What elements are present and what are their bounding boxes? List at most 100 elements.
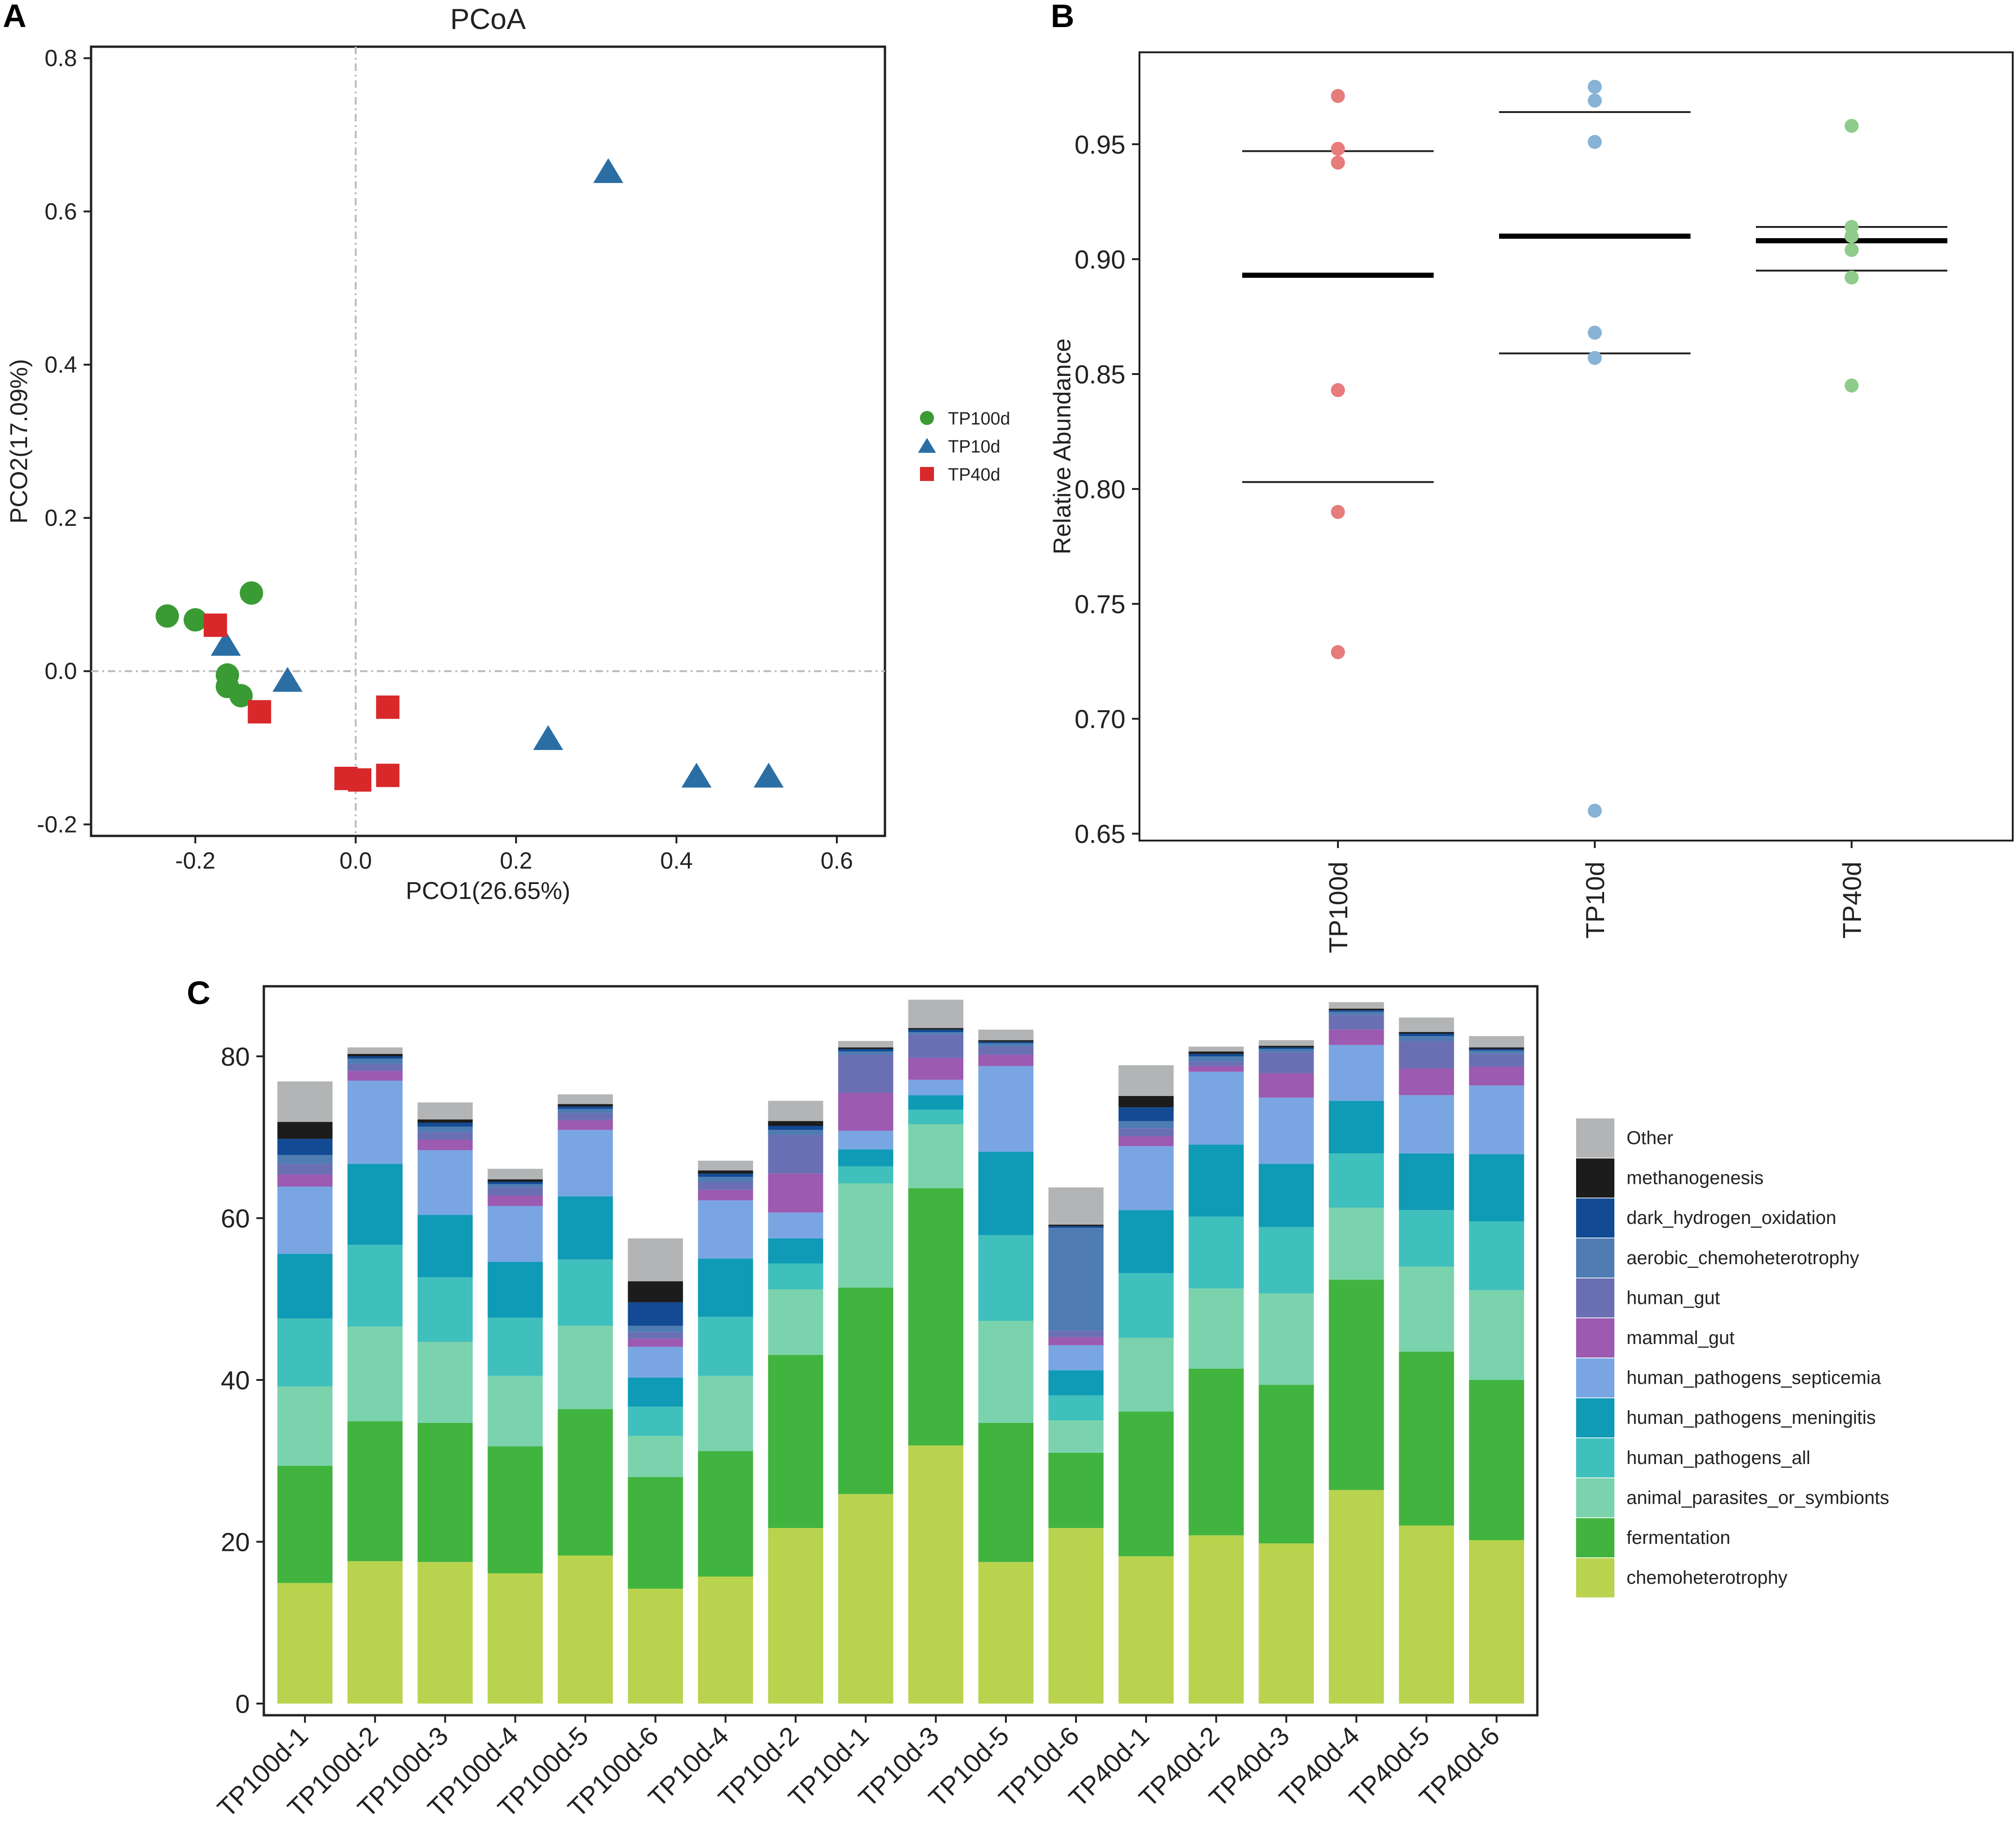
legend-swatch-human-pathogens-septicemia — [1576, 1358, 1614, 1398]
bar-segment-animal-parasites-or-symbionts — [488, 1376, 543, 1446]
bar-segment-chemoheterotrophy — [347, 1561, 403, 1704]
bar-segment-human-pathogens-meningitis — [277, 1254, 332, 1319]
bar-segment-animal-parasites-or-symbionts — [1118, 1338, 1174, 1412]
bar-segment-human-pathogens-all — [347, 1245, 403, 1327]
point-tp100d — [1331, 645, 1345, 659]
bar-segment-other — [277, 1082, 332, 1122]
bar-segment-chemoheterotrophy — [1329, 1490, 1384, 1704]
bar-segment-human-gut — [1259, 1052, 1314, 1073]
bar-segment-other — [347, 1047, 403, 1054]
stacked-bar-chart: 020406080TP100d-1TP100d-2TP100d-3TP100d-… — [212, 986, 1889, 1823]
bar-segment-dark-hydrogen-oxidation — [628, 1302, 683, 1326]
bar-segment-methanogenesis — [1048, 1224, 1103, 1226]
bar-segment-dark-hydrogen-oxidation — [558, 1106, 613, 1109]
bar-segment-other — [768, 1101, 823, 1121]
bar-segment-methanogenesis — [277, 1122, 332, 1139]
bar-segment-fermentation — [838, 1287, 893, 1494]
bar-segment-human-pathogens-meningitis — [628, 1378, 683, 1407]
bar-segment-chemoheterotrophy — [488, 1573, 543, 1704]
bar-segment-mammal-gut — [978, 1055, 1033, 1066]
bar-segment-human-pathogens-all — [1188, 1217, 1244, 1288]
bar-segment-other — [1259, 1040, 1314, 1046]
bar-segment-human-gut — [277, 1164, 332, 1174]
y-tick-label: 20 — [221, 1528, 250, 1557]
bar-segment-aerobic-chemoheterotrophy — [908, 1032, 963, 1034]
bar-segment-aerobic-chemoheterotrophy — [768, 1130, 823, 1135]
bar-segment-aerobic-chemoheterotrophy — [1329, 1012, 1384, 1015]
bar-segment-human-gut — [347, 1064, 403, 1071]
bar-segment-human-pathogens-all — [1399, 1210, 1454, 1266]
bar-segment-human-pathogens-all — [768, 1264, 823, 1289]
legend-label-mammal-gut: mammal_gut — [1627, 1328, 1734, 1348]
bar-segment-aerobic-chemoheterotrophy — [277, 1155, 332, 1164]
point-tp10d — [1588, 93, 1602, 107]
bar-segment-dark-hydrogen-oxidation — [698, 1174, 753, 1177]
bar-segment-other — [1188, 1047, 1244, 1051]
bar-segment-human-pathogens-septicemia — [768, 1212, 823, 1238]
bar-segment-chemoheterotrophy — [1118, 1556, 1174, 1704]
bar-segment-mammal-gut — [558, 1120, 613, 1130]
bar-segment-other — [908, 1000, 963, 1028]
bar-segment-animal-parasites-or-symbionts — [1188, 1288, 1244, 1369]
bar-segment-mammal-gut — [908, 1058, 963, 1080]
legend-marker-tp10d — [918, 438, 936, 453]
legend-marker-tp40d — [920, 467, 934, 481]
bar-segment-aerobic-chemoheterotrophy — [1469, 1051, 1524, 1054]
bar-segment-animal-parasites-or-symbionts — [1469, 1290, 1524, 1380]
bar-segment-human-pathogens-all — [628, 1407, 683, 1436]
y-tick-label: 0.2 — [44, 505, 77, 531]
bar-segment-mammal-gut — [1329, 1030, 1384, 1045]
bar-segment-mammal-gut — [698, 1190, 753, 1201]
bar-segment-dark-hydrogen-oxidation — [1118, 1107, 1174, 1121]
point-tp100d — [184, 608, 207, 631]
bar-segment-human-gut — [1469, 1054, 1524, 1067]
bar-segment-chemoheterotrophy — [908, 1445, 963, 1704]
bar-segment-dark-hydrogen-oxidation — [978, 1042, 1033, 1043]
bar-segment-methanogenesis — [1469, 1047, 1524, 1049]
y-tick-label: 0.95 — [1075, 130, 1125, 159]
bar-segment-methanogenesis — [908, 1028, 963, 1029]
bar-segment-human-pathogens-septicemia — [838, 1131, 893, 1149]
bar-segment-human-pathogens-meningitis — [1329, 1101, 1384, 1153]
legend-label-human-pathogens-septicemia: human_pathogens_septicemia — [1627, 1368, 1882, 1388]
bar-segment-human-pathogens-septicemia — [1469, 1085, 1524, 1154]
legend-swatch-human-pathogens-all — [1576, 1438, 1614, 1478]
bar-segment-fermentation — [768, 1355, 823, 1528]
bar-segment-human-pathogens-septicemia — [1329, 1045, 1384, 1101]
x-tick-label: 0.6 — [821, 848, 853, 874]
bar-segment-human-gut — [768, 1135, 823, 1174]
bar-segment-human-pathogens-meningitis — [768, 1238, 823, 1264]
y-tick-label: 0.70 — [1075, 704, 1125, 734]
point-tp40d — [1845, 243, 1859, 257]
bar-segment-methanogenesis — [347, 1054, 403, 1056]
bar-segment-human-pathogens-all — [1118, 1273, 1174, 1338]
bar-segment-chemoheterotrophy — [1259, 1543, 1314, 1704]
bar-segment-chemoheterotrophy — [768, 1528, 823, 1704]
point-tp10d — [1588, 351, 1602, 365]
bar-segment-chemoheterotrophy — [1399, 1526, 1454, 1704]
bar-segment-fermentation — [277, 1466, 332, 1583]
bar-segment-methanogenesis — [1329, 1009, 1384, 1010]
bar-segment-human-pathogens-all — [1329, 1153, 1384, 1208]
bar-segment-aerobic-chemoheterotrophy — [1048, 1228, 1103, 1330]
bar-segment-human-pathogens-meningitis — [488, 1262, 543, 1318]
bar-segment-animal-parasites-or-symbionts — [558, 1326, 613, 1409]
bar-segment-other — [628, 1238, 683, 1281]
bar-segment-human-pathogens-meningitis — [838, 1149, 893, 1166]
point-tp40d — [1845, 229, 1859, 243]
bar-segment-aerobic-chemoheterotrophy — [698, 1177, 753, 1181]
bar-segment-fermentation — [1469, 1380, 1524, 1540]
bar-segment-human-pathogens-all — [838, 1167, 893, 1183]
bar-segment-dark-hydrogen-oxidation — [1469, 1049, 1524, 1050]
point-tp40d — [1845, 270, 1859, 284]
bar-segment-fermentation — [347, 1421, 403, 1561]
figure: A B C -0.2 0.0 0.2 0.4 0.6-0.20.00.20.40.60.… — [0, 0, 2016, 1839]
bar-segment-fermentation — [908, 1188, 963, 1445]
bar-segment-fermentation — [1399, 1351, 1454, 1525]
legend-swatch-other — [1576, 1118, 1614, 1158]
legend-label-fermentation: fermentation — [1627, 1528, 1730, 1548]
x-tick-label: TP100d — [1323, 862, 1353, 953]
bar-segment-other — [1118, 1065, 1174, 1096]
point-tp100d — [1331, 142, 1345, 156]
bar-segment-human-pathogens-all — [908, 1110, 963, 1124]
